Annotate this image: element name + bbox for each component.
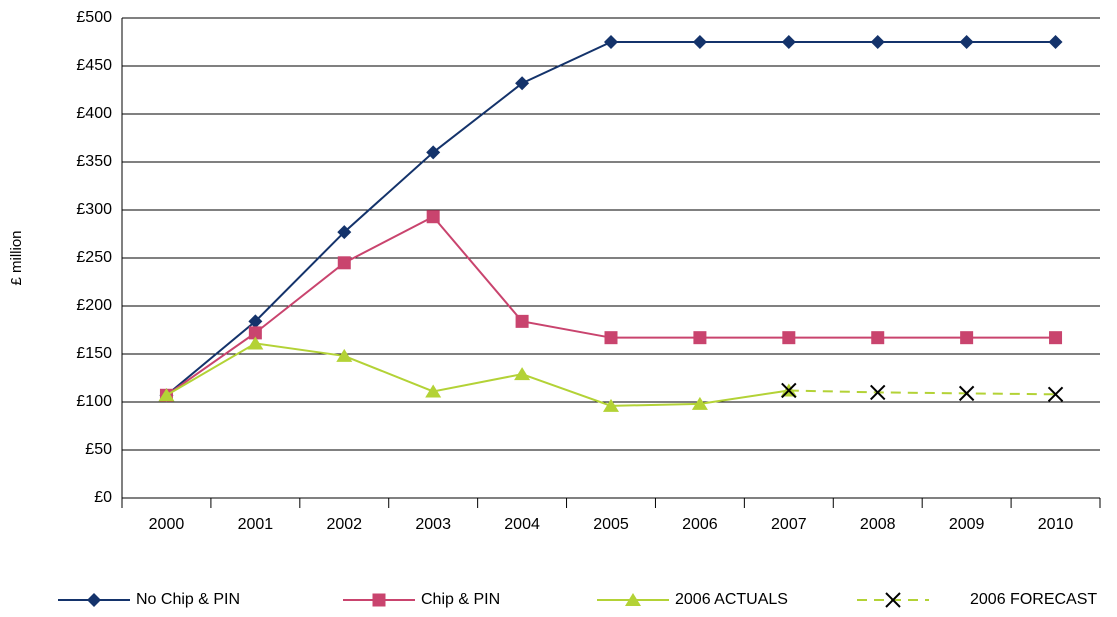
legend-marker — [372, 593, 386, 607]
point — [426, 145, 441, 160]
legend-label: 2006 ACTUALS — [675, 591, 788, 608]
x-tick-label: 2003 — [415, 516, 451, 533]
point — [781, 35, 796, 49]
x-tick-label: 2010 — [1038, 516, 1074, 533]
point — [337, 256, 351, 270]
point — [693, 331, 707, 345]
point — [515, 76, 530, 91]
x-tick-label: 2009 — [949, 516, 985, 533]
legend-label: No Chip & PIN — [136, 591, 240, 608]
point — [691, 396, 708, 410]
point — [515, 314, 529, 328]
y-tick-label: £50 — [85, 441, 112, 458]
point — [692, 35, 707, 49]
legend-marker — [625, 593, 641, 606]
point — [247, 336, 264, 350]
y-tick-label: £200 — [76, 297, 112, 314]
point — [248, 326, 262, 340]
x-tick-label: 2004 — [504, 516, 540, 533]
legend-label: 2006 FORECAST — [970, 591, 1097, 608]
point — [425, 384, 442, 398]
point — [158, 388, 175, 402]
point — [870, 384, 886, 401]
point — [604, 331, 618, 345]
point — [604, 35, 618, 49]
point — [248, 314, 263, 329]
point — [958, 385, 975, 402]
x-tick-label: 2006 — [682, 516, 718, 533]
y-tick-label: £0 — [94, 489, 112, 506]
x-tick-label: 2001 — [238, 516, 274, 533]
y-tick-label: £350 — [76, 153, 112, 170]
point — [782, 331, 796, 345]
legend-label: Chip & PIN — [421, 591, 500, 608]
y-tick-label: £300 — [76, 201, 112, 218]
point — [1048, 35, 1063, 49]
point — [870, 35, 885, 49]
y-tick-label: £100 — [76, 393, 112, 410]
point — [514, 367, 531, 381]
x-tick-label: 2000 — [149, 516, 185, 533]
point — [871, 331, 885, 345]
y-tick-label: £250 — [76, 249, 112, 266]
x-tick-label: 2005 — [593, 516, 629, 533]
x-tick-label: 2002 — [326, 516, 362, 533]
x-tick-label: 2008 — [860, 516, 896, 533]
point — [959, 35, 974, 49]
series-line — [165, 342, 789, 407]
point — [1047, 386, 1064, 403]
y-tick-label: £150 — [76, 345, 112, 362]
point — [1049, 331, 1063, 345]
point — [960, 331, 974, 345]
y-axis-label: £ million — [8, 230, 25, 285]
point — [336, 348, 353, 362]
y-tick-label: £500 — [76, 9, 112, 26]
y-tick-label: £450 — [76, 57, 112, 74]
point — [337, 225, 352, 240]
legend-marker — [87, 593, 101, 607]
y-tick-label: £400 — [76, 105, 112, 122]
x-tick-label: 2007 — [771, 516, 807, 533]
point — [426, 210, 440, 224]
legend-marker — [885, 592, 901, 608]
point — [603, 398, 619, 412]
series-line — [788, 389, 1056, 396]
point — [781, 382, 797, 399]
